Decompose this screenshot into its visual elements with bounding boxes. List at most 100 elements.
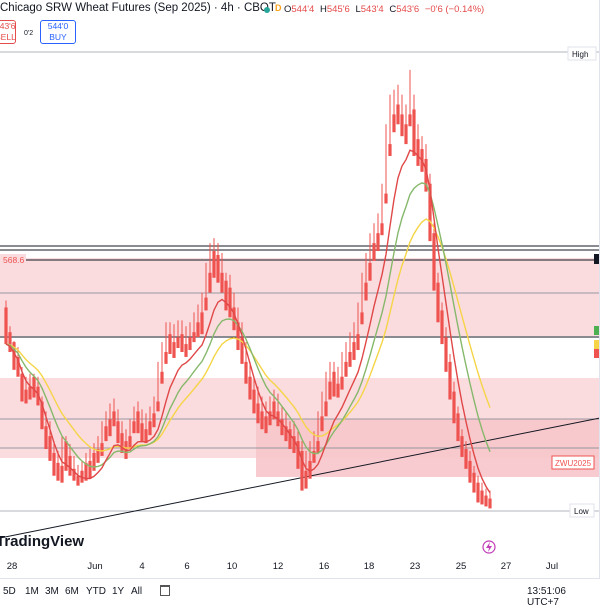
candle-body	[192, 332, 196, 343]
candle-body	[292, 436, 296, 453]
candle-body	[216, 254, 220, 283]
candle-body	[296, 441, 300, 469]
bottom-toolbar: 5D 1M 3M 6M YTD 1Y All 13:51:06 UTC+7	[0, 578, 600, 608]
candle-body	[108, 419, 112, 437]
time-axis-tick: 16	[318, 561, 330, 572]
candle-body	[400, 114, 404, 137]
candle-body	[188, 337, 192, 351]
candle-body	[96, 449, 100, 463]
candle-body	[60, 465, 64, 483]
buy-button[interactable]: 544'0 BUY	[40, 20, 76, 44]
candle-body	[264, 416, 268, 434]
candle-body	[488, 498, 492, 509]
buy-price: 544'0	[47, 21, 69, 31]
range-1y[interactable]: 1Y	[112, 586, 125, 597]
calendar-icon[interactable]	[160, 585, 170, 596]
time-axis-tick: 10	[226, 561, 238, 572]
candle-body	[288, 429, 292, 450]
candle-body	[212, 251, 216, 278]
time-axis-tick: 18	[363, 561, 375, 572]
ticker-label: ZWU2025	[555, 459, 592, 468]
high-label: High	[572, 50, 588, 59]
candle-body	[168, 334, 172, 354]
time-axis-tick: 4	[139, 561, 145, 572]
candle-body	[312, 451, 316, 463]
lightning-icon[interactable]	[482, 540, 496, 554]
time-axis-tick: 6	[184, 561, 190, 572]
candle-body	[68, 455, 72, 476]
range-ytd[interactable]: YTD	[86, 586, 106, 597]
low-label-box	[569, 503, 595, 518]
buy-label: BUY	[49, 32, 67, 42]
ema-fast-line	[5, 149, 491, 494]
candle-body	[44, 426, 48, 450]
trend-line[interactable]	[0, 417, 600, 539]
candle-body	[92, 452, 96, 471]
level-label: 568.6	[3, 255, 25, 265]
time-axis-tick: 27	[500, 561, 512, 572]
time-axis-tick: 12	[272, 561, 284, 572]
candle-body	[316, 441, 320, 453]
candle-body	[436, 282, 440, 323]
candle-body	[300, 451, 304, 491]
candle-body	[360, 312, 364, 325]
candle-body	[304, 470, 308, 489]
tradingview-logo[interactable]: TradingView	[0, 533, 84, 550]
candle-body	[424, 158, 428, 192]
candle-body	[308, 460, 312, 479]
chart-title: Chicago SRW Wheat Futures (Sep 2025) · 4…	[0, 2, 276, 14]
candle-body	[104, 426, 108, 442]
candle-body	[220, 272, 224, 293]
candle-body	[176, 337, 180, 349]
candle-body	[112, 411, 116, 427]
candle-body	[468, 460, 472, 483]
candle-body	[320, 416, 324, 432]
candle-body	[88, 460, 92, 479]
low-label: Low	[574, 507, 589, 516]
candle-body	[372, 243, 376, 261]
range-1m[interactable]: 1M	[25, 586, 39, 597]
candle-body	[148, 421, 152, 436]
candle-body	[336, 383, 340, 398]
candle-body	[268, 411, 272, 426]
candle-body	[132, 421, 136, 434]
candle-body	[472, 472, 476, 493]
candle-body	[160, 371, 164, 384]
time-axis-tick: 23	[409, 561, 421, 572]
candle-body	[232, 307, 236, 331]
candle-body	[324, 401, 328, 417]
range-all[interactable]: All	[131, 586, 143, 597]
candle-body	[152, 413, 156, 428]
candle-body	[196, 322, 200, 338]
candle-body	[340, 376, 344, 390]
scale-marker-red	[594, 349, 600, 358]
clock-readout: 13:51:06 UTC+7	[527, 586, 566, 608]
time-axis-tick: Jun	[87, 561, 103, 572]
candle-body	[404, 124, 408, 145]
candle-body	[32, 376, 36, 398]
candle-body	[284, 426, 288, 442]
candle-body	[364, 282, 368, 301]
lightning-icon-bolt	[486, 542, 492, 552]
candle-body	[76, 475, 80, 486]
sell-button[interactable]: 543'6 SELL	[0, 20, 16, 44]
range-5d[interactable]: 5D	[3, 586, 16, 597]
candle-body	[280, 419, 284, 436]
candle-body	[352, 342, 356, 360]
candle-body	[464, 449, 468, 469]
candle-body	[236, 322, 240, 351]
candle-body	[20, 373, 24, 402]
candle-body	[252, 389, 256, 414]
candle-body	[16, 356, 20, 377]
range-3m[interactable]: 3M	[45, 586, 59, 597]
range-6m[interactable]: 6M	[65, 586, 79, 597]
candle-body	[260, 411, 264, 430]
candle-body	[144, 429, 148, 444]
candle-body	[412, 109, 416, 156]
candle-body	[200, 312, 204, 335]
candle-body	[448, 361, 452, 400]
candle-body	[136, 411, 140, 434]
candle-body	[392, 114, 396, 133]
candle-body	[428, 183, 432, 242]
